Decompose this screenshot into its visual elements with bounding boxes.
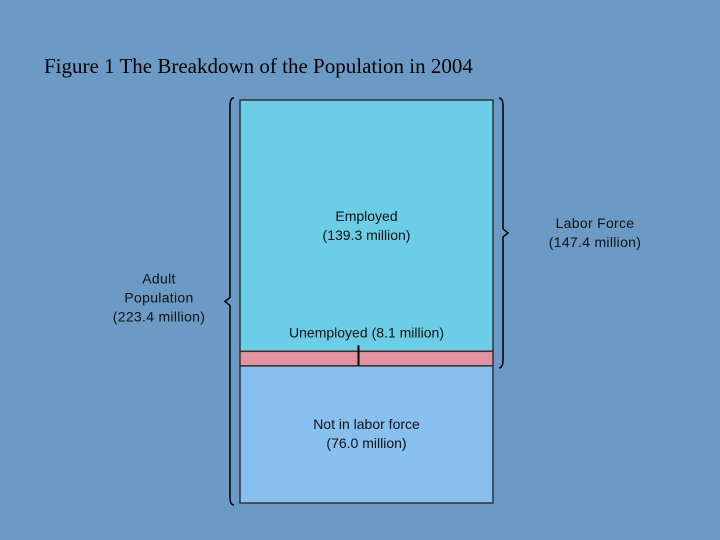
bracket-value: (147.4 million) [548, 233, 642, 250]
bracket [498, 97, 510, 369]
bracket-label: Adult Population (223.4 million) [109, 269, 209, 326]
bar-segment [239, 350, 494, 367]
chart-title: Figure 1 The Breakdown of the Population… [44, 54, 473, 78]
segment-name: Unemployed [289, 324, 368, 341]
bar-segment [239, 365, 494, 504]
bar-segment [239, 99, 494, 353]
segment-label: Not in labor force (76.0 million) [313, 415, 420, 453]
value-label: (8.1 million) [371, 324, 444, 341]
bracket-label: Labor Force (147.4 million) [525, 214, 665, 252]
bracket-name: Labor Force [555, 214, 635, 231]
segment-name: Employed [335, 207, 398, 224]
bracket-name: Adult Population [124, 270, 194, 305]
segment-label: Unemployed (8.1 million) [289, 324, 444, 343]
value-label: (76.0 million) [326, 435, 407, 452]
segment-label: Employed (139.3 million) [323, 207, 411, 245]
bracket [223, 97, 235, 506]
segment-name: Not in labor force [313, 416, 420, 433]
bracket-value: (223.4 million) [112, 308, 206, 324]
value-label: (139.3 million) [322, 226, 411, 243]
